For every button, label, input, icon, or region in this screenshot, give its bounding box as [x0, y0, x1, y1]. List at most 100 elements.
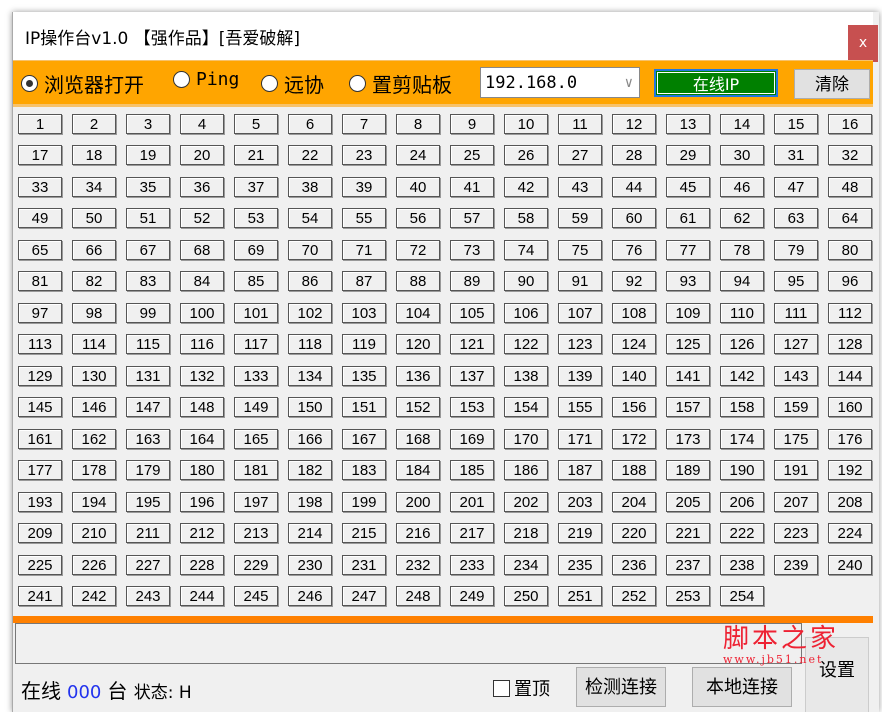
ip-button-5[interactable]: 5 [234, 114, 278, 134]
ip-button-228[interactable]: 228 [180, 554, 224, 575]
ip-button-56[interactable]: 56 [396, 208, 440, 229]
ip-button-25[interactable]: 25 [450, 145, 494, 166]
ip-button-63[interactable]: 63 [774, 208, 818, 229]
ip-button-223[interactable]: 223 [774, 523, 818, 544]
ip-button-145[interactable]: 145 [18, 397, 62, 418]
mode-browser-radio[interactable]: 浏览器打开 [21, 69, 144, 98]
ip-button-59[interactable]: 59 [558, 208, 602, 229]
ip-button-186[interactable]: 186 [504, 460, 548, 481]
ip-button-149[interactable]: 149 [234, 397, 278, 418]
ip-button-150[interactable]: 150 [288, 397, 332, 418]
ip-button-159[interactable]: 159 [774, 397, 818, 418]
ip-button-38[interactable]: 38 [288, 176, 332, 197]
ip-button-229[interactable]: 229 [234, 554, 278, 575]
ip-button-181[interactable]: 181 [234, 460, 278, 481]
ip-button-51[interactable]: 51 [126, 208, 170, 229]
ip-button-163[interactable]: 163 [126, 428, 170, 449]
ip-button-162[interactable]: 162 [72, 428, 116, 449]
ip-button-158[interactable]: 158 [720, 397, 764, 418]
ip-button-195[interactable]: 195 [126, 491, 170, 512]
ip-button-236[interactable]: 236 [612, 554, 656, 575]
ip-button-170[interactable]: 170 [504, 428, 548, 449]
ip-button-138[interactable]: 138 [504, 365, 548, 386]
ip-button-136[interactable]: 136 [396, 365, 440, 386]
ip-button-237[interactable]: 237 [666, 554, 710, 575]
ip-button-219[interactable]: 219 [558, 523, 602, 544]
ip-button-64[interactable]: 64 [828, 208, 872, 229]
ip-button-98[interactable]: 98 [72, 302, 116, 323]
ip-button-43[interactable]: 43 [558, 176, 602, 197]
ip-button-104[interactable]: 104 [396, 302, 440, 323]
ip-button-76[interactable]: 76 [612, 239, 656, 260]
ip-button-44[interactable]: 44 [612, 176, 656, 197]
ip-button-65[interactable]: 65 [18, 239, 62, 260]
ip-button-23[interactable]: 23 [342, 145, 386, 166]
ip-button-216[interactable]: 216 [396, 523, 440, 544]
ip-button-6[interactable]: 6 [288, 114, 332, 134]
ip-button-16[interactable]: 16 [828, 114, 872, 134]
ip-button-174[interactable]: 174 [720, 428, 764, 449]
ip-button-15[interactable]: 15 [774, 114, 818, 134]
ip-button-238[interactable]: 238 [720, 554, 764, 575]
ip-button-191[interactable]: 191 [774, 460, 818, 481]
ip-button-53[interactable]: 53 [234, 208, 278, 229]
ip-button-217[interactable]: 217 [450, 523, 494, 544]
ip-button-48[interactable]: 48 [828, 176, 872, 197]
ip-button-107[interactable]: 107 [558, 302, 602, 323]
ip-button-168[interactable]: 168 [396, 428, 440, 449]
ip-button-212[interactable]: 212 [180, 523, 224, 544]
ip-button-200[interactable]: 200 [396, 491, 440, 512]
ip-button-224[interactable]: 224 [828, 523, 872, 544]
ip-button-62[interactable]: 62 [720, 208, 764, 229]
ip-button-184[interactable]: 184 [396, 460, 440, 481]
ip-button-137[interactable]: 137 [450, 365, 494, 386]
ip-button-39[interactable]: 39 [342, 176, 386, 197]
mode-clipboard-radio[interactable]: 置剪贴板 [349, 69, 452, 98]
ip-button-194[interactable]: 194 [72, 491, 116, 512]
ip-button-32[interactable]: 32 [828, 145, 872, 166]
ip-button-95[interactable]: 95 [774, 271, 818, 292]
ip-button-101[interactable]: 101 [234, 302, 278, 323]
ip-button-2[interactable]: 2 [72, 114, 116, 134]
ip-button-61[interactable]: 61 [666, 208, 710, 229]
ip-button-45[interactable]: 45 [666, 176, 710, 197]
ip-button-208[interactable]: 208 [828, 491, 872, 512]
ip-button-49[interactable]: 49 [18, 208, 62, 229]
ip-button-55[interactable]: 55 [342, 208, 386, 229]
ip-button-27[interactable]: 27 [558, 145, 602, 166]
ip-button-131[interactable]: 131 [126, 365, 170, 386]
ip-button-172[interactable]: 172 [612, 428, 656, 449]
ip-button-58[interactable]: 58 [504, 208, 548, 229]
ip-button-29[interactable]: 29 [666, 145, 710, 166]
ip-button-220[interactable]: 220 [612, 523, 656, 544]
ip-button-151[interactable]: 151 [342, 397, 386, 418]
ip-button-22[interactable]: 22 [288, 145, 332, 166]
ip-button-193[interactable]: 193 [18, 491, 62, 512]
ip-button-242[interactable]: 242 [72, 586, 116, 607]
ip-button-60[interactable]: 60 [612, 208, 656, 229]
ip-button-52[interactable]: 52 [180, 208, 224, 229]
ip-button-167[interactable]: 167 [342, 428, 386, 449]
ip-button-248[interactable]: 248 [396, 586, 440, 607]
ip-button-165[interactable]: 165 [234, 428, 278, 449]
ip-button-115[interactable]: 115 [126, 334, 170, 355]
ip-button-113[interactable]: 113 [18, 334, 62, 355]
ip-button-73[interactable]: 73 [450, 239, 494, 260]
ip-button-204[interactable]: 204 [612, 491, 656, 512]
ip-button-97[interactable]: 97 [18, 302, 62, 323]
ip-button-30[interactable]: 30 [720, 145, 764, 166]
ip-button-178[interactable]: 178 [72, 460, 116, 481]
ip-button-156[interactable]: 156 [612, 397, 656, 418]
ip-button-42[interactable]: 42 [504, 176, 548, 197]
ip-button-33[interactable]: 33 [18, 176, 62, 197]
ip-button-197[interactable]: 197 [234, 491, 278, 512]
ip-button-225[interactable]: 225 [18, 554, 62, 575]
ip-button-87[interactable]: 87 [342, 271, 386, 292]
ip-button-108[interactable]: 108 [612, 302, 656, 323]
ip-button-247[interactable]: 247 [342, 586, 386, 607]
ip-button-28[interactable]: 28 [612, 145, 656, 166]
ip-button-169[interactable]: 169 [450, 428, 494, 449]
ip-button-175[interactable]: 175 [774, 428, 818, 449]
ip-button-190[interactable]: 190 [720, 460, 764, 481]
ip-button-147[interactable]: 147 [126, 397, 170, 418]
